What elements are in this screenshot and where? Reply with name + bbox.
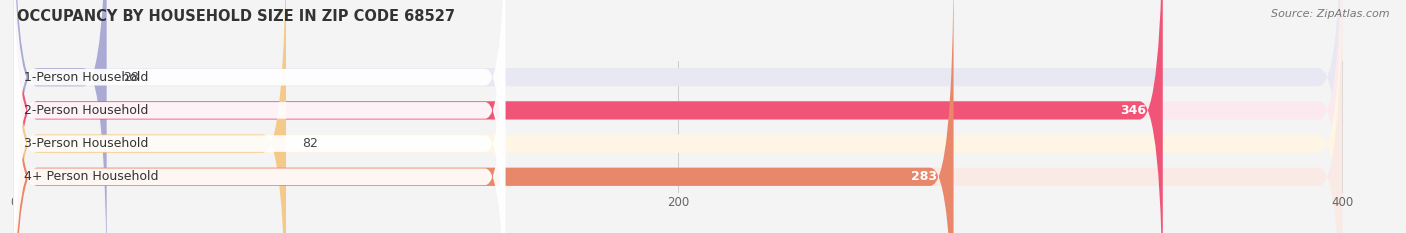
FancyBboxPatch shape: [14, 0, 285, 233]
FancyBboxPatch shape: [14, 0, 1343, 233]
FancyBboxPatch shape: [14, 0, 505, 233]
FancyBboxPatch shape: [14, 0, 1343, 233]
FancyBboxPatch shape: [14, 0, 1343, 233]
Text: 82: 82: [302, 137, 319, 150]
Text: Source: ZipAtlas.com: Source: ZipAtlas.com: [1271, 9, 1389, 19]
FancyBboxPatch shape: [14, 0, 953, 233]
FancyBboxPatch shape: [14, 0, 1343, 233]
FancyBboxPatch shape: [14, 0, 505, 233]
FancyBboxPatch shape: [14, 0, 505, 233]
Text: 346: 346: [1121, 104, 1146, 117]
Text: 2-Person Household: 2-Person Household: [24, 104, 148, 117]
FancyBboxPatch shape: [14, 0, 505, 233]
Text: OCCUPANCY BY HOUSEHOLD SIZE IN ZIP CODE 68527: OCCUPANCY BY HOUSEHOLD SIZE IN ZIP CODE …: [17, 9, 456, 24]
FancyBboxPatch shape: [14, 0, 107, 233]
FancyBboxPatch shape: [14, 0, 1163, 233]
Text: 28: 28: [124, 71, 139, 84]
Text: 3-Person Household: 3-Person Household: [24, 137, 148, 150]
Text: 1-Person Household: 1-Person Household: [24, 71, 148, 84]
Text: 4+ Person Household: 4+ Person Household: [24, 170, 157, 183]
Text: 283: 283: [911, 170, 936, 183]
